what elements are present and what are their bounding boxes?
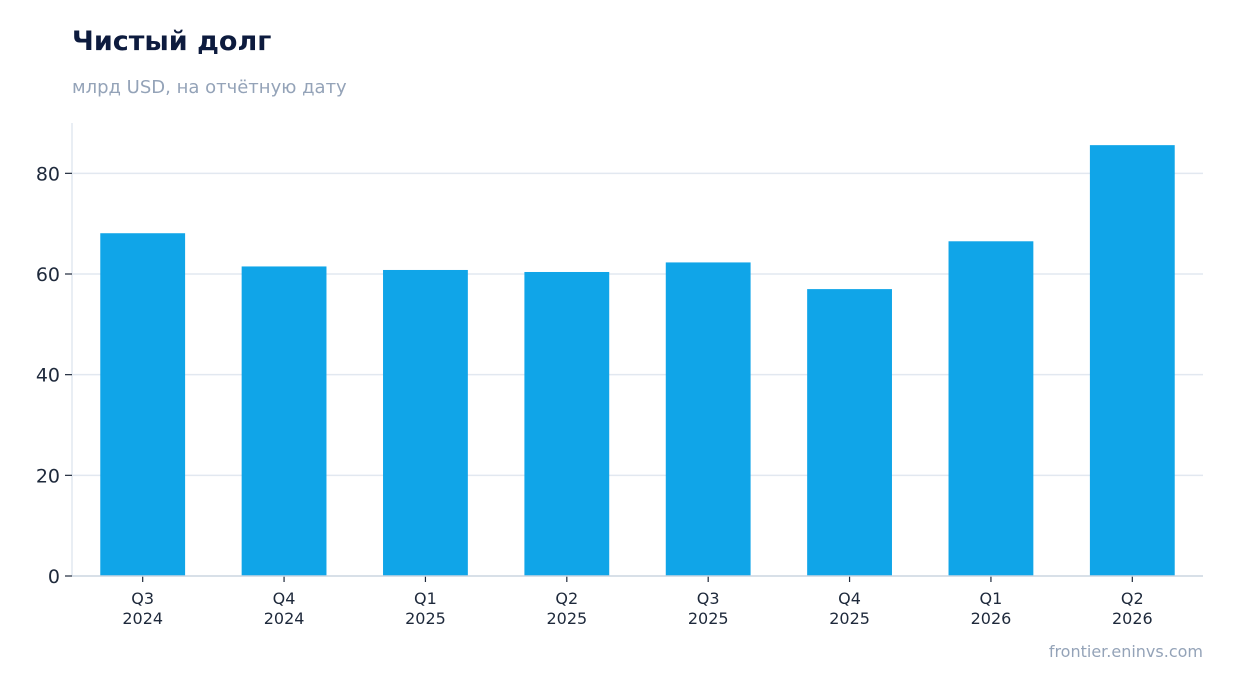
bar — [1089, 145, 1175, 576]
bar — [807, 289, 892, 576]
x-tick-label: Q1 2025 — [405, 589, 446, 628]
bar — [241, 266, 327, 576]
x-tick-label: Q2 2026 — [1112, 589, 1153, 628]
bar — [665, 262, 751, 576]
y-tick-label: 60 — [36, 264, 60, 286]
x-tick-label: Q2 2025 — [546, 589, 587, 628]
x-tick-label: Q3 2024 — [122, 589, 163, 628]
x-tick-label: Q3 2025 — [688, 589, 729, 628]
x-tick-label: Q4 2024 — [264, 589, 305, 628]
y-tick-label: 20 — [36, 465, 60, 487]
y-tick-label: 0 — [48, 566, 60, 588]
y-tick-label: 80 — [36, 163, 60, 185]
bar — [524, 271, 610, 576]
y-tick-label: 40 — [36, 365, 60, 387]
source-note: frontier.eninvs.com — [1048, 642, 1203, 661]
chart-subtitle: млрд USD, на отчётную дату — [72, 77, 347, 98]
x-tick-label: Q1 2026 — [971, 589, 1012, 628]
bar — [100, 233, 186, 577]
bar — [948, 241, 1034, 577]
bar — [383, 269, 468, 576]
x-tick-label: Q4 2025 — [829, 589, 870, 628]
chart-title: Чистый долг — [72, 26, 272, 57]
